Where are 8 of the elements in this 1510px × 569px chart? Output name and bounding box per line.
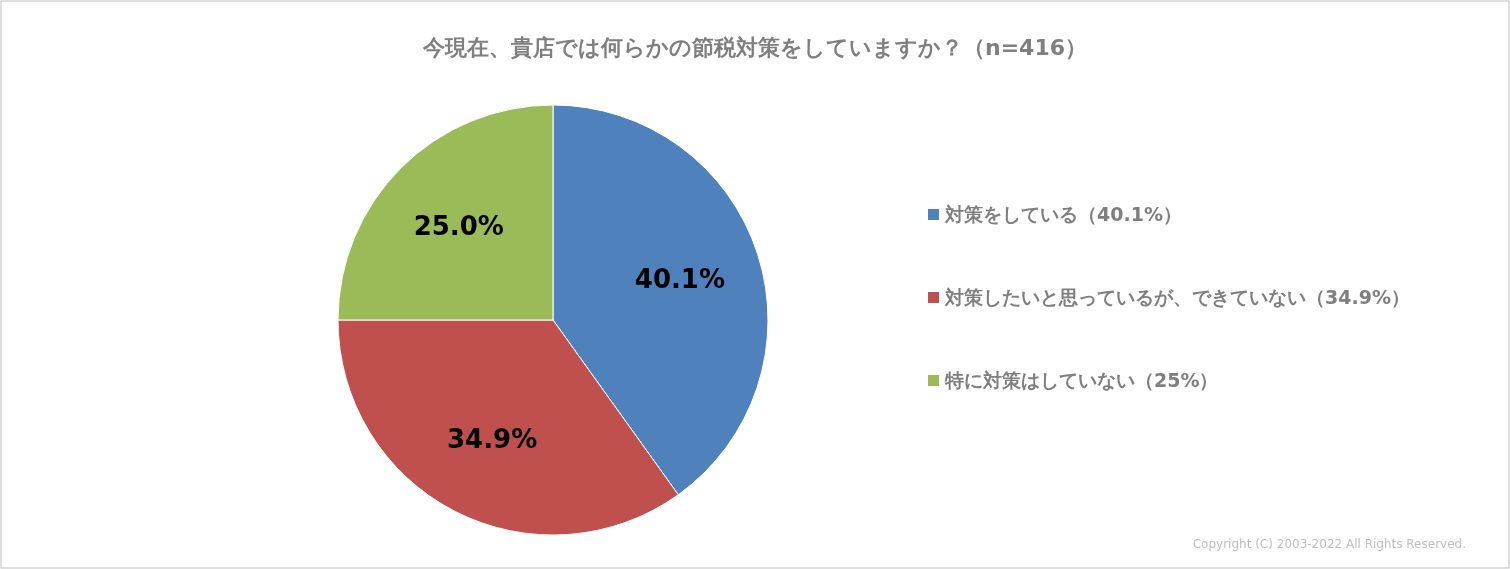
legend-label: 対策をしている（40.1%） [944,203,1182,225]
legend-label: 特に対策はしていない（25%） [944,369,1219,391]
legend-label: 対策したいと思っているが、できていない（34.9%） [944,286,1410,308]
data-label: 25.0% [413,210,504,241]
text: Copyright (C) 2003-2022 All Rights Reserved. [1192,537,1466,551]
data-label: 34.9% [447,423,538,454]
data-label: 40.1% [634,264,726,295]
chart-title: 今現在、貴店では何らかの節税対策をしていますか？（n=416） [421,35,1088,60]
